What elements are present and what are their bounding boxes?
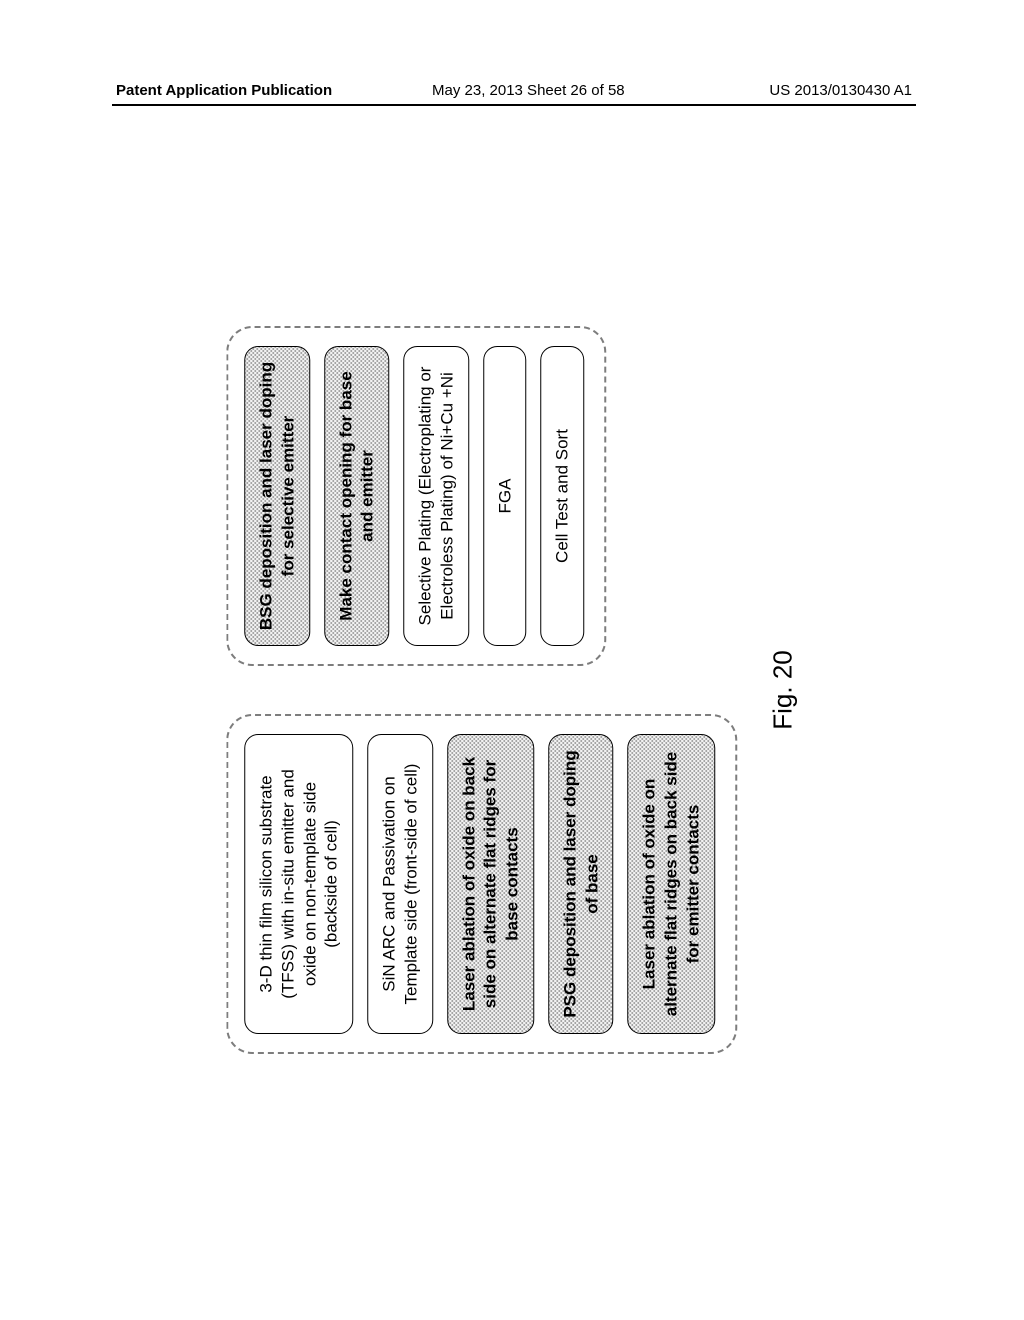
flow-box: SiN ARC and Passivation on Template side… bbox=[367, 734, 433, 1034]
flow-groups-row: 3-D thin film silicon substrate (TFSS) w… bbox=[226, 326, 737, 1054]
flow-diagram: 3-D thin film silicon substrate (TFSS) w… bbox=[226, 280, 798, 1100]
flow-box: Selective Plating (Electroplating or Ele… bbox=[403, 346, 469, 646]
flow-box: 3-D thin film silicon substrate (TFSS) w… bbox=[244, 734, 353, 1034]
flow-box: BSG deposition and laser doping for sele… bbox=[244, 346, 310, 646]
figure-area: 3-D thin film silicon substrate (TFSS) w… bbox=[0, 0, 1024, 1320]
figure-label: Fig. 20 bbox=[767, 650, 798, 730]
flow-box: FGA bbox=[483, 346, 527, 646]
diagram-rotated-wrap: 3-D thin film silicon substrate (TFSS) w… bbox=[226, 280, 798, 1100]
flow-box: PSG deposition and laser doping of base bbox=[548, 734, 614, 1034]
flow-box: Cell Test and Sort bbox=[541, 346, 585, 646]
flow-box: Make contact opening for base and emitte… bbox=[324, 346, 390, 646]
flow-box: Laser ablation of oxide on alternate fla… bbox=[628, 734, 715, 1034]
flow-group-left: 3-D thin film silicon substrate (TFSS) w… bbox=[226, 714, 737, 1054]
page: Patent Application Publication May 23, 2… bbox=[0, 0, 1024, 1320]
flow-box: Laser ablation of oxide on back side on … bbox=[447, 734, 534, 1034]
flow-group-right: BSG deposition and laser doping for sele… bbox=[226, 326, 606, 666]
